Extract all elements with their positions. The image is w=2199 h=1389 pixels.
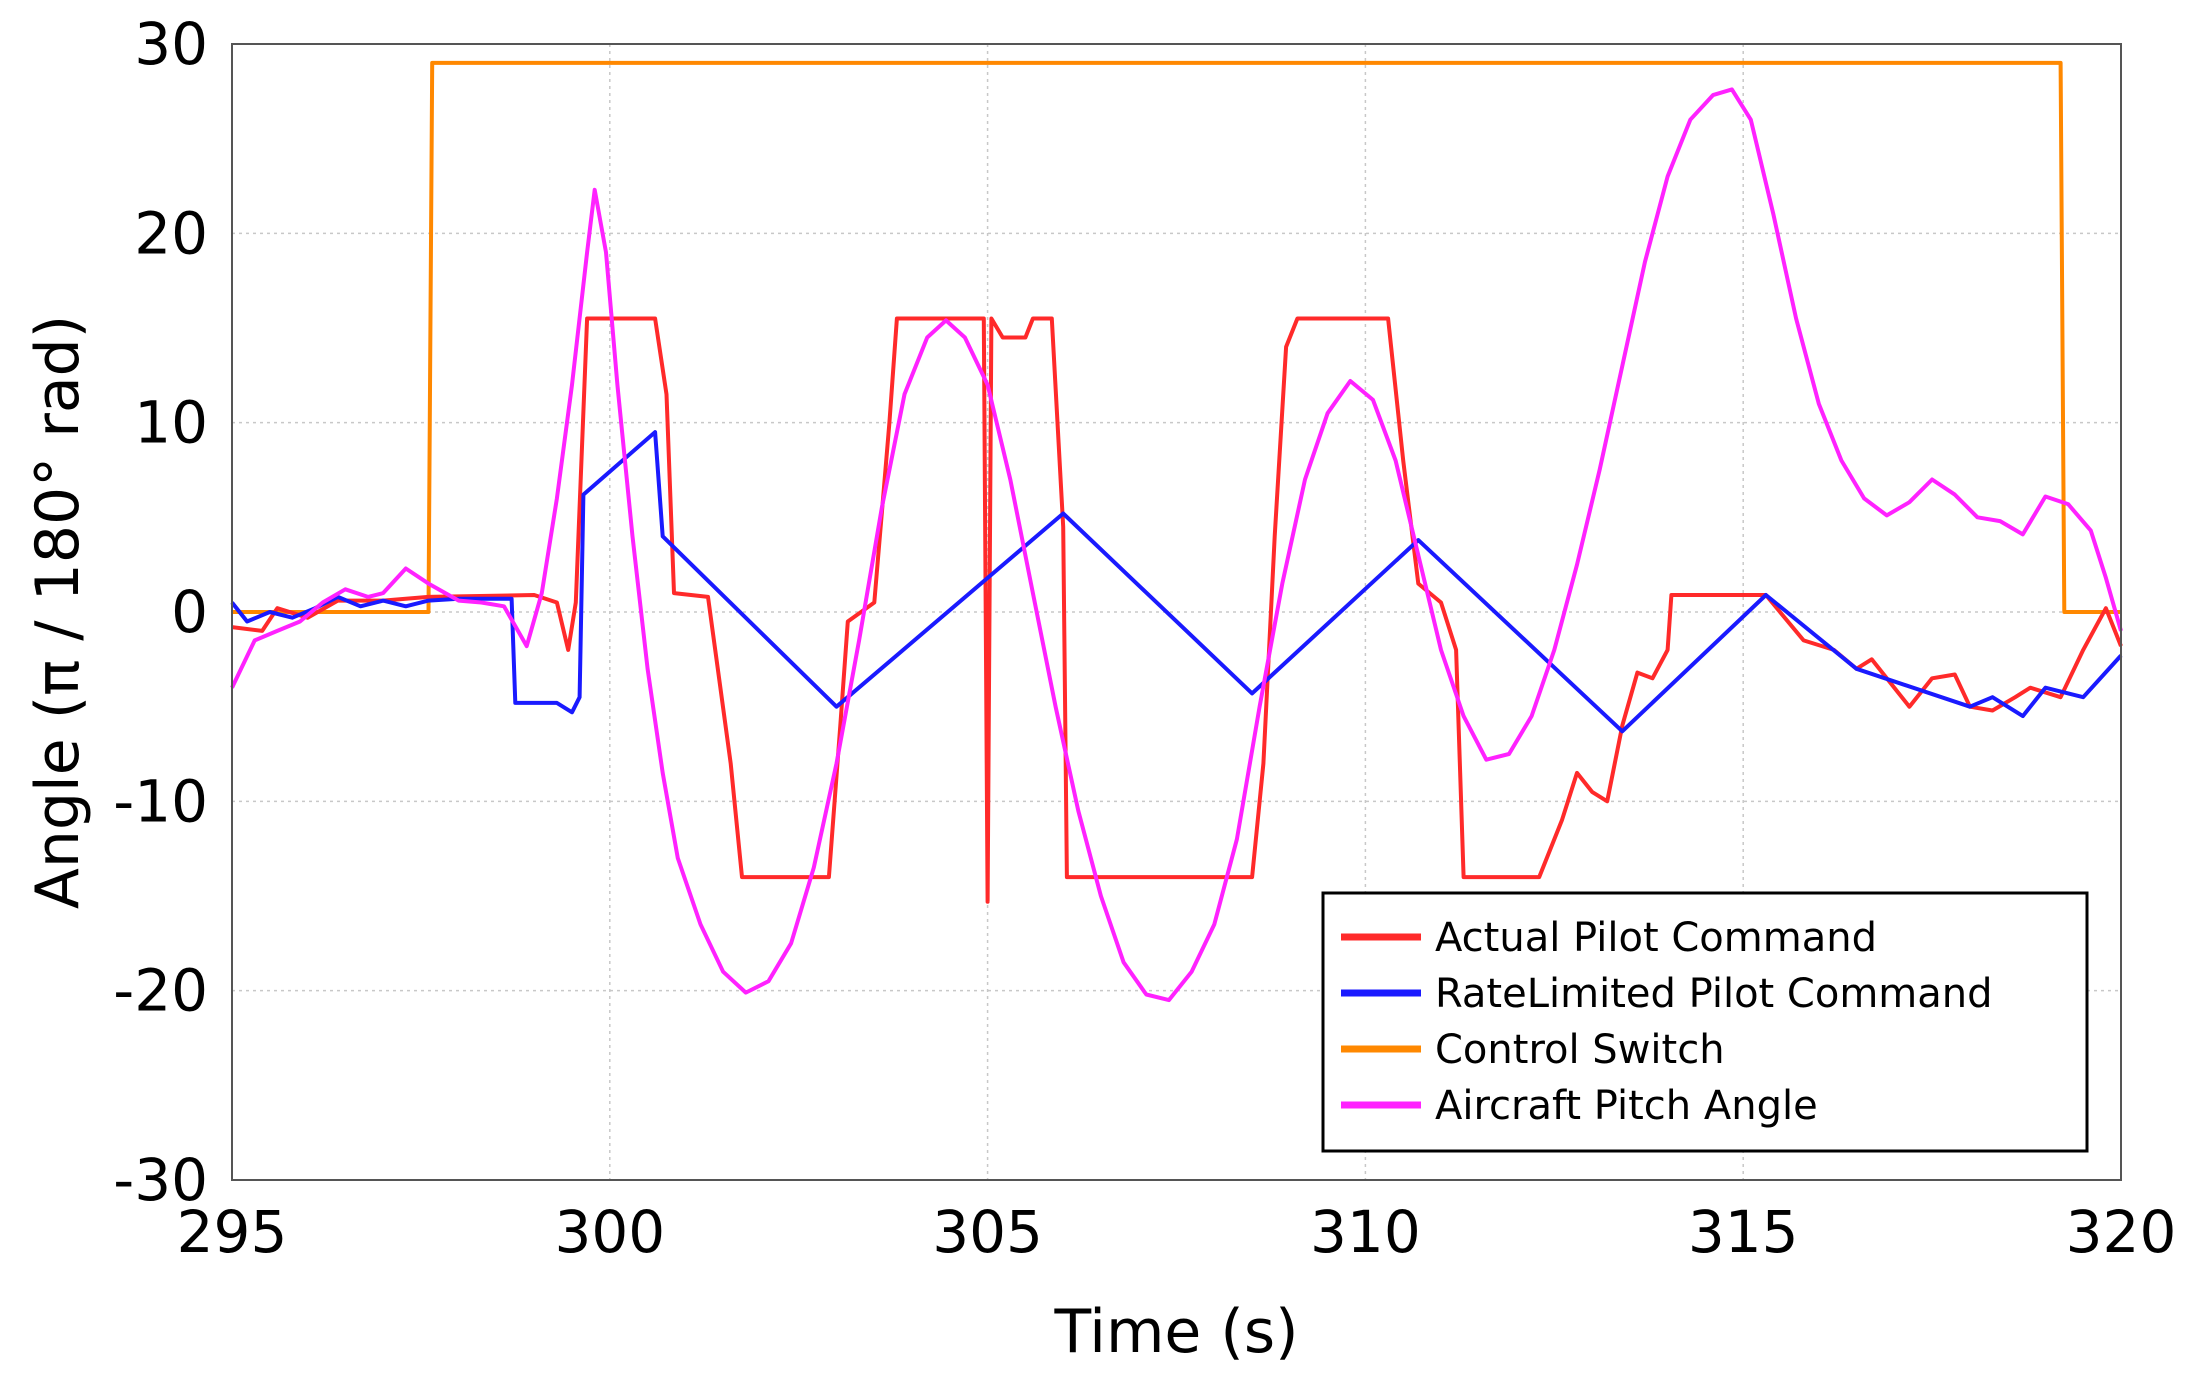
y-tick-label: 20 [134, 199, 208, 267]
y-tick-label: 30 [134, 10, 208, 78]
x-tick-label: 300 [554, 1198, 665, 1266]
series-line-aircraft-pitch-angle [230, 87, 2123, 1003]
y-tick-label: 0 [171, 578, 208, 646]
y-tick-label: -10 [113, 767, 208, 835]
legend-label: Aircraft Pitch Angle [1435, 1083, 1818, 1129]
tick-labels: 295 300 305 310 315 320 30 20 10 0 -10 -20 -30 [113, 10, 2176, 1266]
legend: Actual Pilot Command RateLimited Pilot Co… [1321, 891, 2089, 1153]
legend-label: RateLimited Pilot Command [1435, 971, 1993, 1017]
y-axis-title: Angle (π / 180° rad) [23, 315, 93, 909]
x-tick-label: 315 [1688, 1198, 1799, 1266]
x-tick-label: 320 [2066, 1198, 2177, 1266]
x-axis-title: Time (s) [1054, 1297, 1299, 1367]
legend-label: Control Switch [1435, 1027, 1725, 1073]
y-tick-label: -20 [113, 957, 208, 1025]
series-lines [230, 60, 2123, 1003]
series-line-control-switch [232, 60, 2121, 614]
x-tick-label: 305 [932, 1198, 1043, 1266]
series-line-ratelimited-pilot-command [230, 430, 2123, 734]
y-tick-label: -30 [113, 1146, 208, 1214]
series-line-actual-pilot-command [231, 316, 2123, 904]
x-tick-label: 295 [177, 1198, 288, 1266]
x-tick-label: 310 [1310, 1198, 1421, 1266]
legend-label: Actual Pilot Command [1435, 915, 1877, 961]
legend-box [1321, 891, 2089, 1153]
plot-area-frame [231, 43, 2122, 1181]
y-tick-label: 10 [134, 389, 208, 457]
